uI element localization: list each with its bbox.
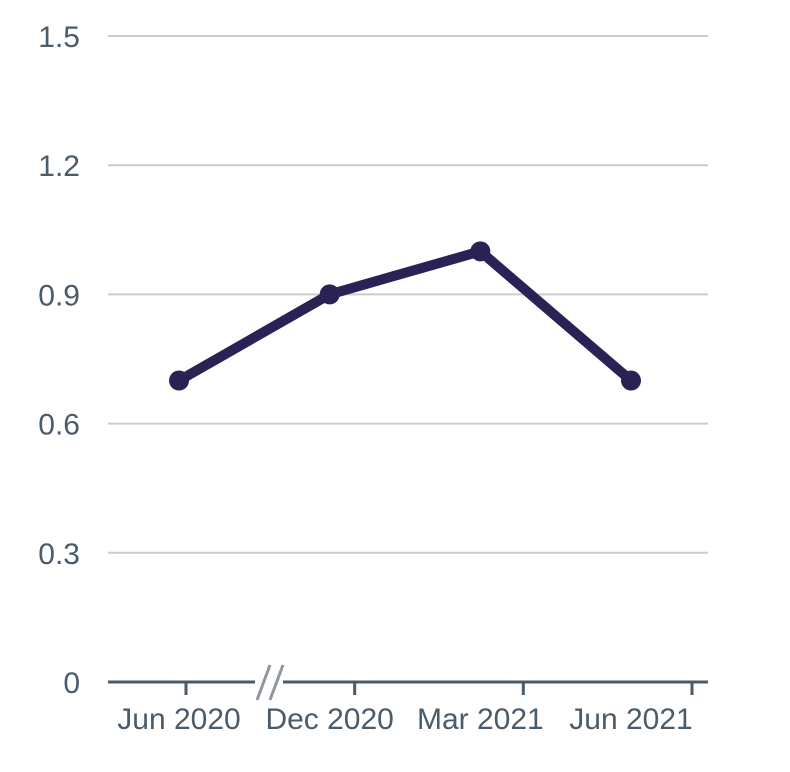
data-point <box>169 370 189 391</box>
axis-break-icon <box>268 664 285 701</box>
y-axis-tick-label: 1.2 <box>38 150 80 183</box>
data-point <box>319 284 340 305</box>
data-line <box>174 246 637 386</box>
y-axis-tick-label: 0.6 <box>38 409 80 442</box>
y-axis-tick-label: 0.9 <box>38 279 80 312</box>
x-axis-tick-label: Jun 2020 <box>117 703 240 736</box>
data-point <box>470 241 491 262</box>
x-axis-tick-label: Jun 2021 <box>569 703 692 736</box>
x-axis-tick-label: Dec 2020 <box>265 703 393 736</box>
y-axis-tick-label: 0 <box>63 667 80 700</box>
y-axis-tick-label: 0.3 <box>38 538 80 571</box>
x-axis-tick-label: Mar 2021 <box>417 703 544 736</box>
data-point <box>621 370 642 391</box>
y-axis-tick-label: 1.5 <box>38 21 80 54</box>
axis-break-icon <box>255 664 272 701</box>
